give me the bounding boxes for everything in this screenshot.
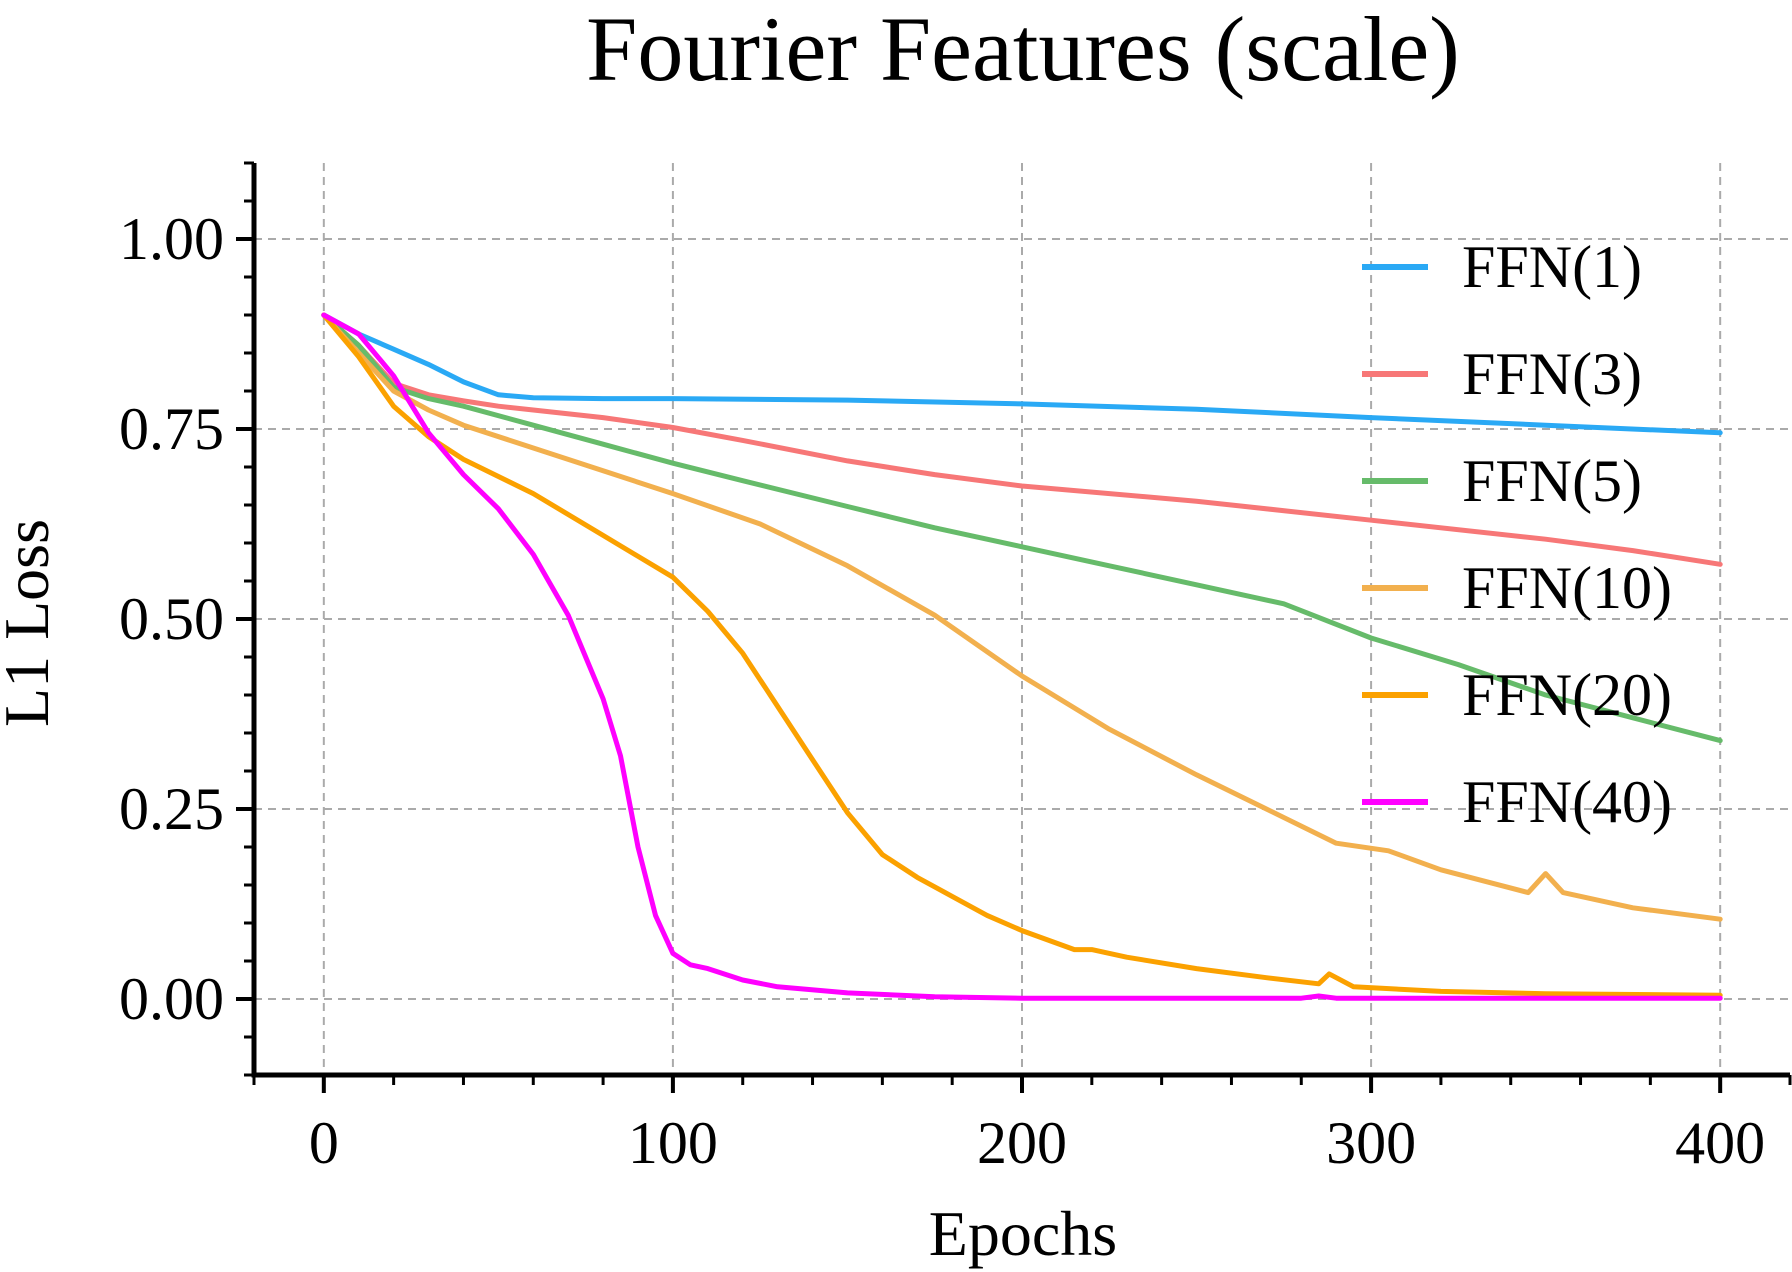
series-line-4 <box>321 312 1723 998</box>
x-axis-label: Epochs <box>929 1198 1117 1269</box>
legend-label-2: FFN(5) <box>1462 448 1642 514</box>
series-line-1 <box>321 312 1723 567</box>
legend-label-0: FFN(1) <box>1462 234 1642 300</box>
series-line-3 <box>321 312 1723 922</box>
x-tick-label-3: 300 <box>1326 1110 1416 1176</box>
series-line-2 <box>321 312 1723 744</box>
legend: FFN(1) FFN(3) FFN(5) FFN(10) FFN(20) FFN(40) <box>1362 234 1672 835</box>
y-tick-label-2: 0.50 <box>119 586 224 652</box>
series-line-5 <box>321 312 1723 1001</box>
series-layer <box>321 312 1723 1001</box>
legend-label-1: FFN(3) <box>1462 341 1642 407</box>
x-tick-label-2: 200 <box>977 1110 1067 1176</box>
y-tick-label-3: 0.75 <box>119 396 224 462</box>
legend-label-3: FFN(10) <box>1462 555 1672 621</box>
x-tick-label-0: 0 <box>309 1110 339 1176</box>
y-tick-label-0: 0.00 <box>119 966 224 1032</box>
legend-label-5: FFN(40) <box>1462 769 1672 835</box>
y-tick-label-1: 0.25 <box>119 776 224 842</box>
x-tick-label-4: 400 <box>1675 1110 1765 1176</box>
grid <box>254 163 1790 1075</box>
legend-label-4: FFN(20) <box>1462 662 1672 728</box>
chart-title: Fourier Features (scale) <box>586 0 1460 100</box>
ticks: 0 100 200 300 400 0.00 0.25 0.50 0.75 1.00 <box>119 161 1792 1176</box>
series-line-0 <box>321 312 1723 436</box>
y-tick-label-4: 1.00 <box>119 206 224 272</box>
x-tick-label-1: 100 <box>628 1110 718 1176</box>
y-axis-label: L1 Loss <box>0 519 62 727</box>
